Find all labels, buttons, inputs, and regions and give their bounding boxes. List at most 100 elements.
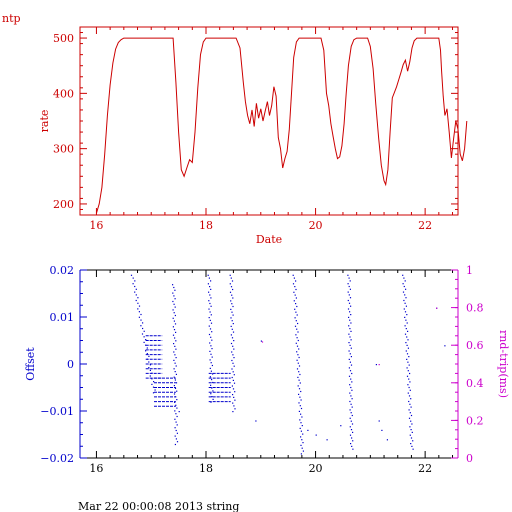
offset-point (176, 399, 178, 401)
offset-point (403, 277, 405, 279)
offset-point (135, 299, 137, 302)
offset-point (134, 291, 136, 293)
offset-point (209, 319, 211, 321)
offset-point (409, 434, 411, 436)
offset-point (212, 373, 214, 375)
offset-point (137, 302, 139, 304)
offset-point (407, 384, 409, 386)
offset-point (350, 330, 352, 332)
offset-point (347, 291, 349, 293)
offset-point (410, 414, 413, 417)
offset-point (408, 378, 410, 380)
offset-point (210, 305, 212, 307)
offset-point (404, 325, 406, 327)
offset-point (300, 453, 302, 455)
offset-point (349, 384, 351, 386)
rtt-y-tick-label: 0 (466, 452, 473, 465)
offset-point (234, 408, 236, 410)
offset-point (408, 400, 410, 403)
rate-x-axis-label: Date (256, 233, 282, 246)
offset-point (350, 403, 352, 405)
offset-point (410, 420, 412, 422)
offset-point (406, 358, 408, 360)
offset-point (210, 322, 213, 324)
offset-point (296, 305, 298, 308)
offset-point (172, 326, 174, 328)
offset-point (255, 420, 257, 422)
offset-point (409, 403, 411, 405)
offset-point (178, 411, 180, 413)
offset-point (208, 300, 210, 302)
offset-point (142, 322, 144, 324)
offset-point (143, 336, 145, 338)
offset-point (143, 330, 145, 332)
offset-point (295, 288, 297, 291)
offset-point (410, 406, 412, 408)
offset-point (411, 423, 413, 425)
offset-point (404, 311, 407, 313)
offset-point (298, 365, 301, 367)
offset-point (292, 283, 295, 285)
offset-point (231, 385, 233, 387)
offset-point (348, 316, 350, 318)
offset-point (409, 389, 411, 391)
offset-point (210, 384, 212, 386)
offset-point (208, 317, 210, 319)
offset-point (209, 286, 211, 288)
offset-point (175, 382, 178, 384)
offset-point (231, 320, 233, 322)
offset-point (349, 297, 352, 299)
offset-point (231, 294, 233, 296)
rtt-point (436, 307, 438, 309)
offset-point (348, 367, 350, 369)
offset-point (234, 391, 236, 393)
offset-point (207, 274, 209, 276)
offset-point (140, 325, 142, 327)
offset-point (210, 288, 212, 290)
offset-point (378, 420, 380, 422)
offset-point (141, 333, 144, 335)
offset-point (444, 345, 446, 347)
offset-point (408, 417, 411, 419)
offset-point (404, 294, 406, 296)
offset-chart: 16 18 20 22 −0.02 −0.01 0 0.01 0.02 0 0.2 0.4 0.6 0.8… (24, 264, 510, 475)
offset-point (297, 331, 299, 333)
rtt-y-tick-label: 1 (466, 264, 473, 277)
offset-point (404, 302, 406, 304)
offset-point (174, 289, 176, 291)
offset-point (210, 345, 212, 347)
offset-point (299, 427, 301, 429)
offset-x-tick-label: 16 (89, 462, 103, 475)
offset-point (230, 277, 232, 279)
offset-point (347, 274, 349, 276)
offset-point (173, 295, 175, 297)
rate-y-tick-label: 400 (53, 87, 74, 100)
offset-point (143, 341, 145, 343)
footer-timestamp: Mar 22 00:00:08 2013 string (78, 500, 239, 512)
offset-point (406, 367, 408, 369)
offset-point (408, 356, 410, 358)
offset-point (298, 356, 300, 359)
offset-point (302, 442, 304, 444)
offset-point (172, 292, 174, 294)
offset-point (210, 297, 212, 299)
offset-point (300, 422, 302, 424)
offset-point (403, 299, 405, 302)
offset-point (293, 300, 295, 302)
offset-point (349, 336, 351, 338)
offset-point (348, 358, 350, 360)
offset-point (350, 412, 352, 414)
offset-point (211, 396, 213, 398)
offset-y-tick-label: 0 (67, 358, 74, 371)
offset-point (152, 386, 155, 388)
offset-tick-labels: 16 18 20 22 −0.02 −0.01 0 0.01 0.02 0 0.2 0.4 0.6 0.8… (40, 264, 483, 475)
offset-point (295, 320, 297, 322)
offset-point (408, 395, 411, 397)
offset-point (349, 409, 351, 411)
offset-point (173, 329, 176, 331)
offset-ticks (80, 269, 458, 459)
offset-point (232, 394, 234, 396)
offset-point (297, 385, 299, 387)
